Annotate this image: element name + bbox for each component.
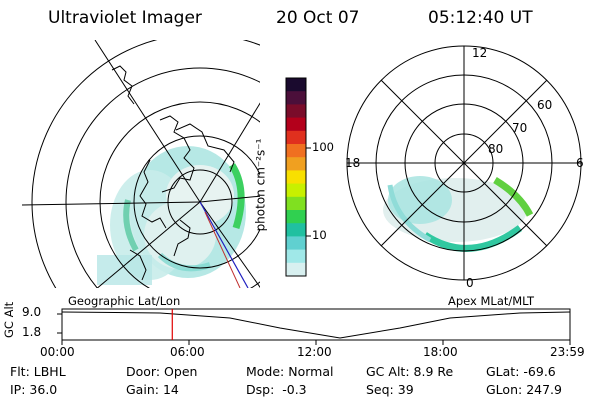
colorbar-segment [286, 117, 306, 132]
apex-caption: Apex MLat/MLT [448, 294, 535, 308]
status-filter: Flt: LBHL [10, 364, 66, 379]
status-seq: Seq: 39 [366, 382, 414, 397]
right-aurora-image [383, 176, 534, 252]
status-glat: GLat: -69.6 [486, 364, 556, 379]
mlat-label-60: 60 [537, 98, 553, 112]
geographic-caption: Geographic Lat/Lon [68, 294, 181, 308]
colorbar-segment [286, 210, 306, 224]
mlt-label-right: 6 [576, 156, 584, 170]
mlt-label-top: 12 [472, 46, 488, 60]
colorbar-frame [285, 77, 307, 277]
status-gain: Gain: 14 [126, 382, 179, 397]
colorbar-segment [286, 196, 306, 211]
colorbar-segment [286, 144, 306, 158]
colorbar-tick-10: 10 [312, 228, 327, 242]
status-glon: GLon: 247.9 [486, 382, 562, 397]
colorbar-segment [286, 236, 306, 251]
colorbar-segment [286, 170, 306, 185]
orbit-track-secondary [204, 211, 241, 288]
colorbar-segment [286, 249, 306, 264]
status-ip: IP: 36.0 [10, 382, 58, 397]
altitude-timeline [57, 308, 571, 345]
meridian-lines [22, 40, 260, 288]
timeline-xtick-0: 00:00 [40, 345, 75, 359]
app-title: Ultraviolet Imager [48, 8, 202, 28]
mlt-lines [347, 46, 581, 280]
timeline-xtick-4: 23:59 [550, 345, 585, 359]
mlat-label-70: 70 [512, 121, 528, 135]
status-dsp: Dsp: -0.3 [246, 382, 307, 397]
colorbar-segment [286, 91, 306, 105]
mlat-label-80: 80 [488, 142, 504, 156]
status-door: Door: Open [126, 364, 198, 379]
geographic-map [22, 40, 260, 288]
colorbar-segment [286, 262, 306, 277]
timeline-ytick-1: 1.8 [22, 325, 42, 339]
colorbar [286, 78, 306, 277]
coastline [111, 65, 235, 281]
time-label: 05:12:40 UT [428, 8, 533, 28]
status-gc-alt: GC Alt: 8.9 Re [366, 364, 454, 379]
timeline-ytick-9: 9.0 [22, 305, 42, 319]
date-label: 20 Oct 07 [276, 8, 360, 28]
colorbar-segment [286, 157, 306, 171]
timeline-axis-label: GC Alt [2, 301, 16, 338]
latitude-rings [31, 40, 260, 288]
timeline-xtick-2: 12:00 [297, 345, 332, 359]
colorbar-segment [286, 78, 306, 92]
altitude-curve [61, 311, 571, 339]
colorbar-segment [286, 104, 306, 119]
apex-map [346, 45, 582, 281]
timeline-xtick-3: 18:00 [423, 345, 458, 359]
colorbar-unit-label: photon cm⁻²s⁻¹ [253, 138, 268, 232]
timeline-xtick-1: 06:00 [170, 345, 205, 359]
mlt-label-left: 18 [345, 156, 361, 170]
colorbar-segment [286, 223, 306, 237]
colorbar-tick-100: 100 [312, 140, 334, 154]
mlt-label-bottom: 0 [466, 276, 474, 290]
status-mode: Mode: Normal [246, 364, 334, 379]
colorbar-segment [286, 130, 306, 145]
orbit-track [199, 201, 249, 288]
colorbar-segment [286, 183, 306, 198]
